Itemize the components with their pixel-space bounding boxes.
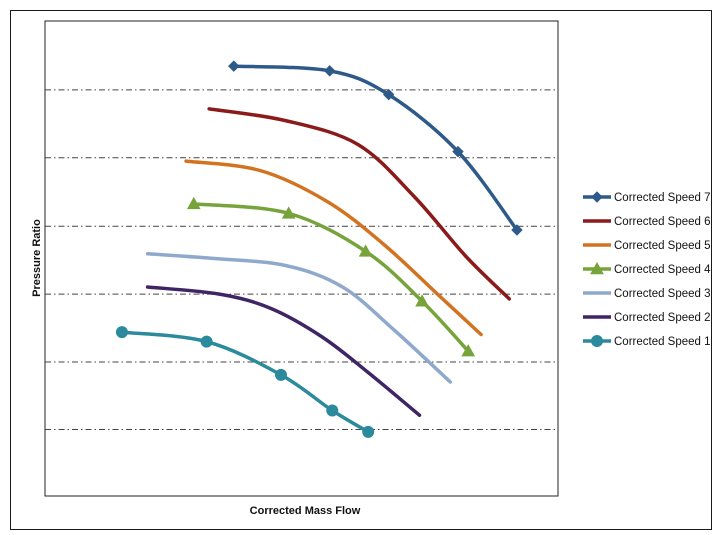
corrected-speed-1-line (120, 330, 370, 434)
corrected-speed-1-point-4 (326, 404, 339, 417)
corrected-speed-3-series (145, 252, 453, 384)
corrected-speed-7-point-3 (383, 88, 395, 101)
plot-area (44, 20, 559, 497)
corrected-speed-4-point-1 (186, 196, 201, 210)
corrected-speed-7-point-4 (452, 145, 464, 158)
legend-label-corrected-speed-3: Corrected Speed 3 (614, 288, 711, 300)
corrected-speed-4-point-3 (358, 244, 373, 257)
legend-item-corrected-speed-6: Corrected Speed 6 (583, 216, 711, 228)
legend-item-corrected-speed-4: Corrected Speed 4 (583, 261, 711, 276)
legend-item-corrected-speed-7: Corrected Speed 7 (583, 191, 711, 204)
legend-item-corrected-speed-2: Corrected Speed 2 (583, 312, 711, 324)
corrected-speed-1-point-3 (274, 368, 287, 381)
x-axis-title: Corrected Mass Flow (250, 505, 361, 517)
corrected-speed-1-point-2 (200, 335, 213, 348)
corrected-speed-4-series (186, 196, 476, 357)
corrected-speed-7-point-1 (228, 60, 240, 72)
legend-marker-corrected-speed-4 (590, 261, 604, 275)
legend-label-corrected-speed-6: Corrected Speed 6 (614, 216, 711, 228)
legend-label-corrected-speed-4: Corrected Speed 4 (614, 264, 711, 276)
corrected-speed-5-line (184, 159, 483, 337)
corrected-speed-4-point-5 (461, 344, 476, 357)
y-axis-title: Pressure Ratio (31, 219, 43, 297)
corrected-speed-2-line (145, 285, 422, 417)
corrected-speed-1-point-1 (115, 326, 128, 339)
corrected-speed-7-point-2 (324, 65, 336, 77)
legend-item-corrected-speed-5: Corrected Speed 5 (583, 240, 711, 252)
corrected-speed-2-series (145, 285, 422, 417)
corrected-speed-7-series (228, 60, 523, 236)
corrected-speed-1-point-5 (362, 425, 375, 438)
corrected-speed-4-point-2 (281, 206, 296, 219)
corrected-speed-4-point-4 (415, 294, 429, 307)
corrected-speed-6-series (207, 107, 512, 301)
legend-label-corrected-speed-7: Corrected Speed 7 (614, 192, 711, 204)
legend-label-corrected-speed-2: Corrected Speed 2 (614, 312, 711, 324)
legend-marker-corrected-speed-7 (591, 191, 603, 203)
corrected-speed-5-series (184, 159, 483, 337)
gridlines (45, 89, 558, 430)
corrected-speed-7-point-5 (511, 224, 523, 236)
legend-label-corrected-speed-5: Corrected Speed 5 (614, 240, 711, 252)
legend-marker-corrected-speed-1 (591, 335, 603, 347)
legend-item-corrected-speed-3: Corrected Speed 3 (583, 288, 711, 300)
legend-label-corrected-speed-1: Corrected Speed 1 (614, 336, 711, 348)
corrected-speed-3-line (145, 252, 453, 384)
legend-item-corrected-speed-1: Corrected Speed 1 (583, 335, 711, 348)
series-lines (115, 60, 523, 438)
legend: Corrected Speed 7 Corrected Speed 6 Correc… (583, 191, 711, 348)
corrected-speed-1-series (115, 326, 375, 438)
corrected-speed-6-line (207, 107, 512, 301)
